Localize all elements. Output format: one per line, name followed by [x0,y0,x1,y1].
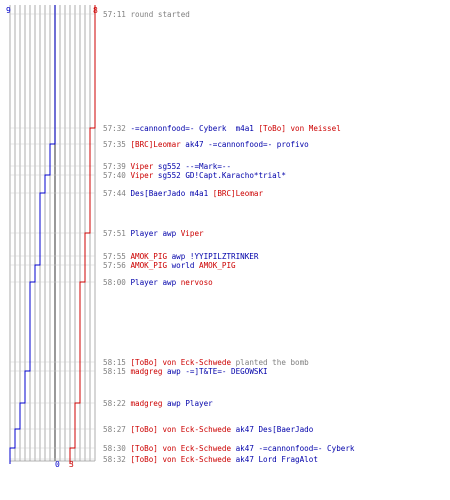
event-text: AMOK_PIG [199,261,236,270]
event-time: 57:51 [103,229,131,238]
event-row: 58:22 madgreg awp Player [103,399,213,408]
event-text: Viper [130,171,154,180]
event-row: 57:55 AMOK_PIG awp !YYIPILZTRINKER [103,252,258,261]
event-text: awp [157,229,181,238]
event-text: awp [157,278,181,287]
event-text: [ToBo] von Eck-Schwede [130,425,232,434]
event-time: 57:40 [103,171,131,180]
event-text: Viper [180,229,204,238]
event-row: 58:32 [ToBo] von Eck-Schwede ak47 Lord F… [103,455,318,464]
event-text: [BRC]Leomar [130,140,181,149]
event-text: [ToBo] von Eck-Schwede [130,358,232,367]
event-time: 58:15 [103,367,131,376]
event-text: [ToBo] von Meissel [258,124,341,133]
event-text: -=]T&TE=- DEGOWSKI [185,367,268,376]
event-text: madgreg [130,399,163,408]
event-text: awp [162,367,186,376]
event-text: ak47 [231,425,259,434]
event-row: 58:30 [ToBo] von Eck-Schwede ak47 -=cann… [103,444,354,453]
event-time: 58:30 [103,444,131,453]
event-text: ak47 [180,140,209,149]
t-end-count: 3 [69,460,74,469]
event-row: 58:15 madgreg awp -=]T&TE=- DEGOWSKI [103,367,268,376]
event-text: sg552 [153,162,186,171]
event-row: 57:51 Player awp Viper [103,229,204,238]
event-time: 58:15 [103,358,131,367]
event-text: sg552 [153,171,186,180]
event-row: 58:15 [ToBo] von Eck-Schwede planted the… [103,358,309,367]
event-time: 57:11 [103,10,131,19]
event-text: -=cannonfood=- Cyberk [258,444,355,453]
event-text: [ToBo] von Eck-Schwede [130,455,232,464]
event-text: round started [130,10,190,19]
event-row: 57:11 round started [103,10,190,19]
event-text: Des[BaerJado [130,189,186,198]
event-time: 58:27 [103,425,131,434]
event-text: AMOK_PIG [130,261,168,270]
event-text: !YYIPILZTRINKER [189,252,259,261]
event-text: Viper [130,162,154,171]
ct-end-count: 0 [55,460,60,469]
event-row: 57:39 Viper sg552 --=Mark=-- [103,162,231,171]
event-time: 57:56 [103,261,131,270]
event-text: Player [130,229,158,238]
event-time: 57:44 [103,189,131,198]
event-time: 57:39 [103,162,131,171]
event-text: awp [162,399,186,408]
event-text: Des[BaerJado [258,425,314,434]
t-alive-line [69,5,96,464]
event-row: 57:35 [BRC]Leomar ak47 -=cannonfood=- pr… [103,140,309,149]
event-time: 58:32 [103,455,131,464]
event-text: nervoso [180,278,213,287]
ct-alive-line [9,5,56,464]
event-text: Lord FragAlot [258,455,318,464]
event-text: ak47 [231,455,259,464]
event-row: 57:32 -=cannonfood=- Cyberk m4a1 [ToBo] … [103,124,341,133]
event-ticks [10,13,95,460]
event-row: 58:00 Player awp nervoso [103,278,213,287]
round-timeline [9,5,96,464]
event-text: --=Mark=-- [185,162,232,171]
event-text: madgreg [130,367,163,376]
event-text: Player [130,278,158,287]
event-text: [BRC]Leomar [212,189,264,198]
event-text: ak47 [231,444,259,453]
event-text: -=cannonfood=- Cyberk [130,124,227,133]
event-text: m4a1 [226,124,259,133]
event-row: 57:44 Des[BaerJado m4a1 [BRC]Leomar [103,189,263,198]
event-time: 58:22 [103,399,131,408]
t-start-count: 8 [93,6,98,15]
event-text: AMOK_PIG [130,252,168,261]
event-text: m4a1 [185,189,213,198]
event-text: -=cannonfood=- profivo [208,140,309,149]
event-time: 57:55 [103,252,131,261]
event-time: 58:00 [103,278,131,287]
event-time: 57:32 [103,124,131,133]
event-text: [ToBo] von Eck-Schwede [130,444,232,453]
event-row: 57:56 AMOK_PIG world AMOK_PIG [103,261,236,270]
event-text: world [167,261,200,270]
ct-start-count: 9 [6,6,11,15]
event-time: 57:35 [103,140,131,149]
event-text: planted the bomb [231,358,309,367]
event-text: Player [185,399,213,408]
event-text: GD!Capt.Karacho*trial* [185,171,286,180]
event-row: 57:40 Viper sg552 GD!Capt.Karacho*trial* [103,171,286,180]
event-row: 58:27 [ToBo] von Eck-Schwede ak47 Des[Ba… [103,425,313,434]
event-text: awp [167,252,190,261]
